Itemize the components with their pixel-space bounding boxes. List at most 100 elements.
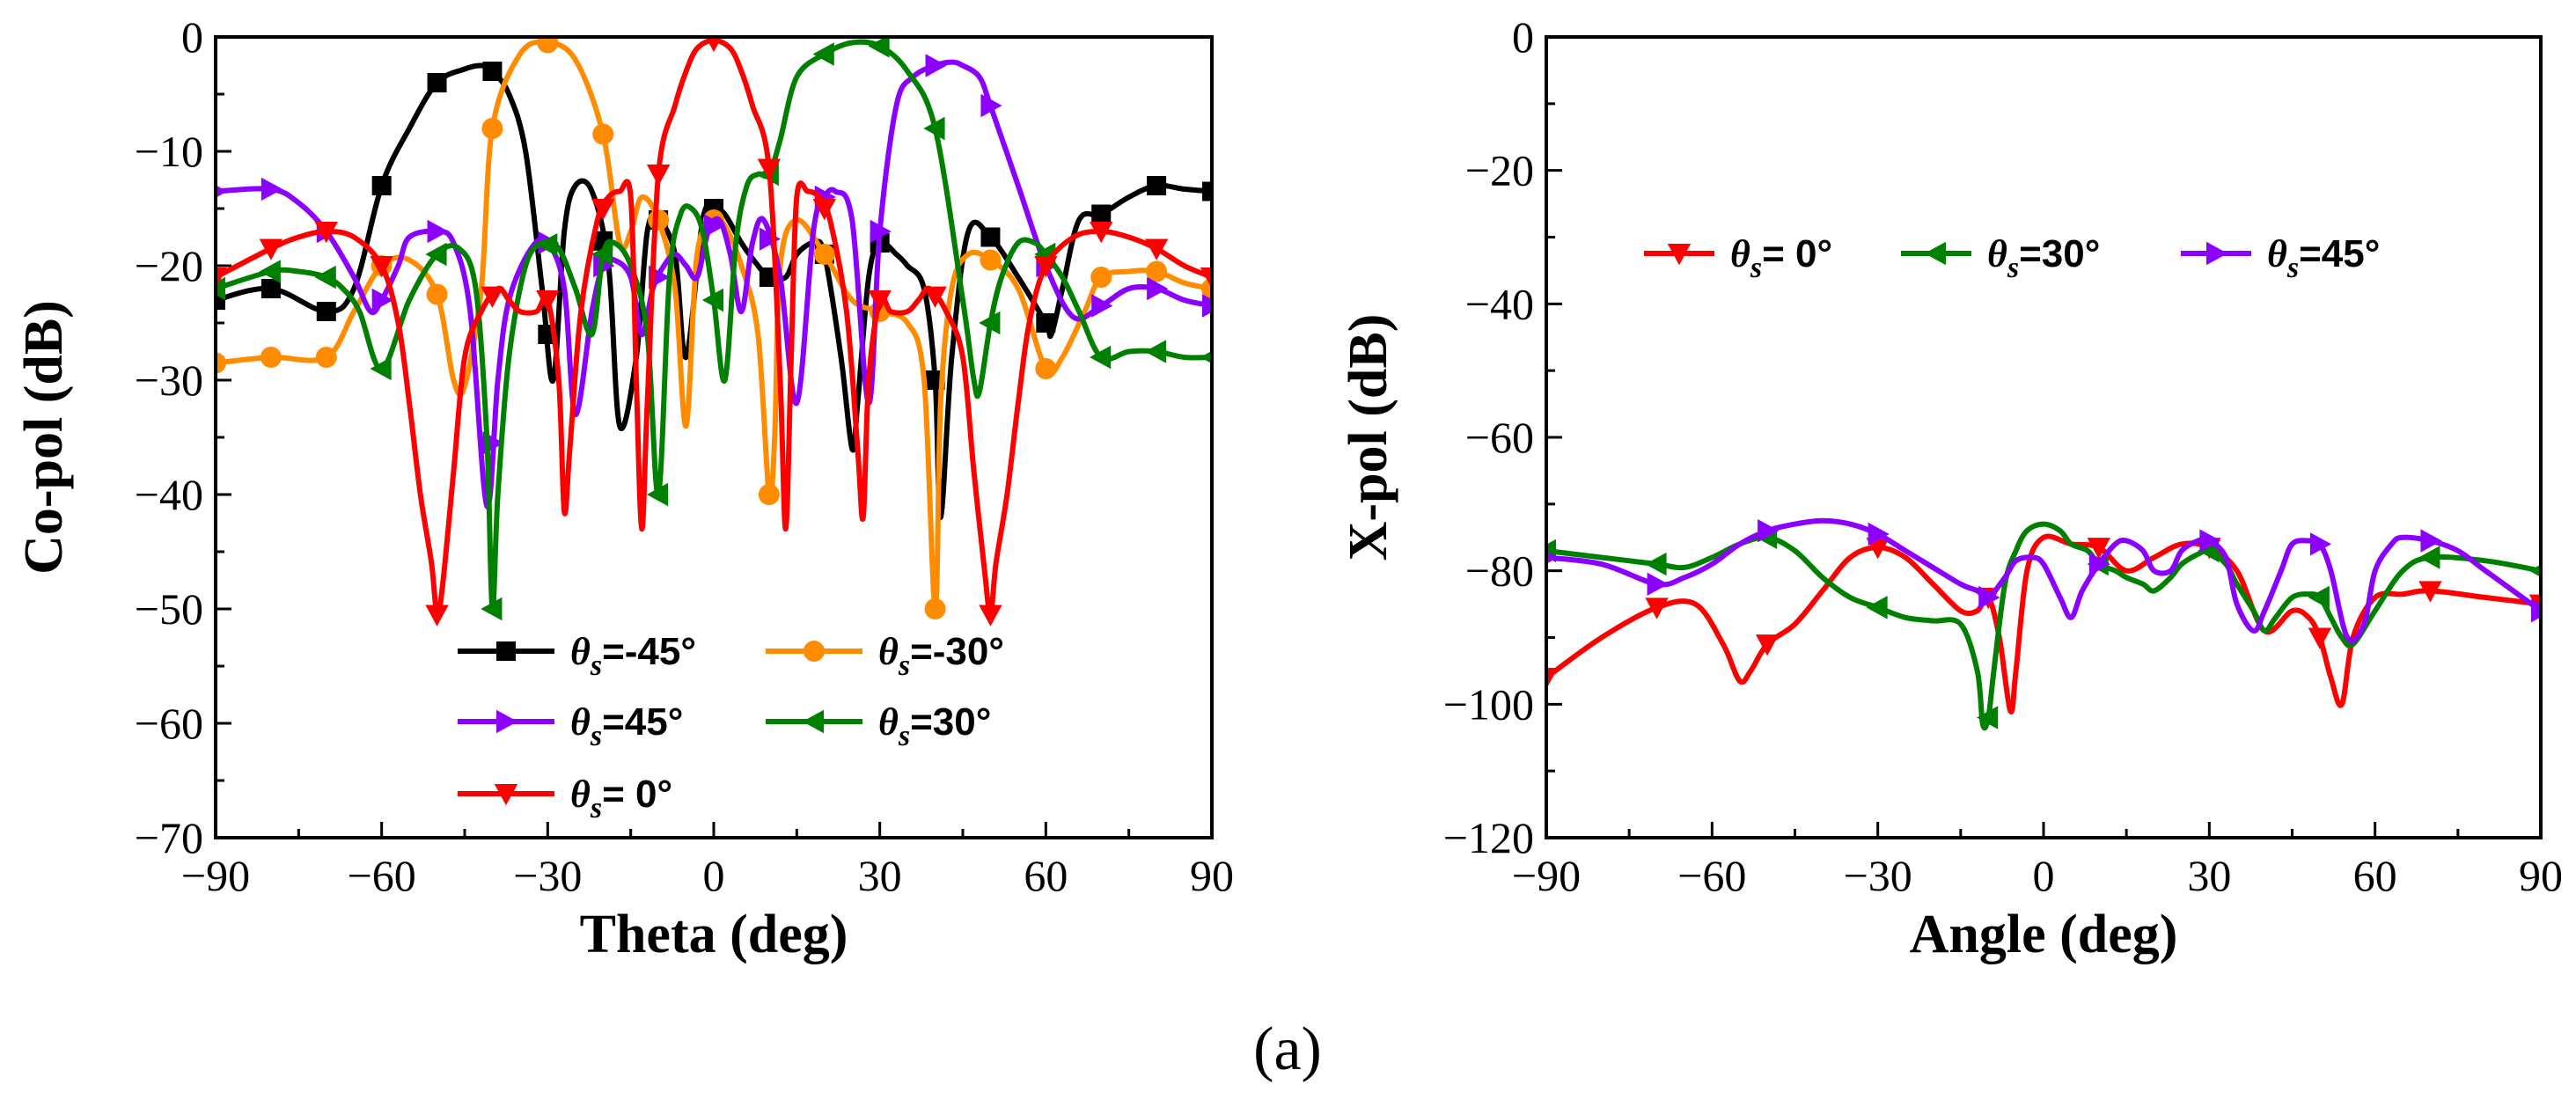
- data-point: [2088, 552, 2110, 576]
- x-tick-label: 90: [1190, 851, 1234, 900]
- data-point: [980, 93, 1002, 118]
- legend-symbol: θ: [2267, 232, 2287, 275]
- legend-entry-4: θs= 0°: [458, 773, 672, 825]
- y-axis-title: X-pol (dB): [1339, 314, 1398, 561]
- data-point: [1035, 358, 1057, 379]
- data-point: [216, 290, 225, 310]
- series-4: [216, 37, 1212, 627]
- series-line: [216, 62, 1212, 521]
- data-point: [812, 199, 836, 221]
- data-point: [260, 347, 282, 368]
- data-point: [1645, 552, 1667, 576]
- legend-subscript: s: [590, 720, 602, 752]
- data-point: [1546, 668, 1559, 690]
- data-point: [646, 482, 669, 507]
- x-axis-title: Angle (deg): [1910, 905, 2178, 964]
- data-point: [704, 214, 726, 238]
- data-point: [925, 54, 947, 77]
- data-point: [2418, 581, 2442, 603]
- data-point: [705, 37, 723, 53]
- data-point: [371, 176, 392, 195]
- legend-marker: [804, 641, 825, 662]
- data-point: [536, 232, 558, 257]
- data-point: [1200, 350, 1212, 364]
- data-point: [591, 242, 613, 267]
- data-point: [316, 302, 336, 321]
- data-point: [216, 352, 226, 374]
- x-tick-label: 60: [2353, 851, 2397, 900]
- legend-label: θs= 0°: [1730, 232, 1832, 284]
- data-point: [1202, 181, 1212, 202]
- data-point: [425, 242, 447, 267]
- data-point: [2308, 627, 2332, 649]
- legend-rest: =-45°: [602, 630, 696, 673]
- data-point: [1866, 596, 1888, 619]
- data-point: [592, 123, 614, 145]
- legend-marker: [1924, 241, 1946, 266]
- series-3: [216, 37, 1212, 621]
- data-point: [2418, 546, 2440, 569]
- y-tick-label: −60: [1465, 413, 1534, 462]
- co-pol-chart: −90 −60 −30 0 30 60 90 −70 −60 −50 −40 −30 −20 −10 0 Th…: [14, 12, 1234, 964]
- data-point: [2308, 585, 2330, 610]
- data-point: [2199, 529, 2221, 553]
- legend-marker: [496, 709, 518, 734]
- data-point: [812, 42, 834, 66]
- legend-marker: [496, 641, 516, 661]
- data-point: [1090, 345, 1112, 370]
- data-point: [1645, 597, 1669, 619]
- legend-symbol: θ: [878, 630, 899, 673]
- legend-rest: =45°: [602, 700, 683, 744]
- y-tick-label: −60: [135, 699, 203, 748]
- data-point: [537, 37, 559, 54]
- legend-entry-0: θs=-45°: [458, 630, 696, 682]
- y-tick-label: −40: [1465, 279, 1534, 328]
- series-2: [1546, 517, 2541, 644]
- data-point: [370, 356, 392, 381]
- data-point: [870, 219, 892, 244]
- data-point: [1036, 313, 1056, 333]
- legend-label: θs= 0°: [570, 773, 672, 825]
- x-tick-label: 0: [703, 851, 725, 900]
- data-point: [868, 37, 890, 58]
- legend-entry-1: θs=-30°: [766, 630, 1004, 682]
- data-point: [2420, 529, 2442, 553]
- data-point: [813, 244, 835, 265]
- y-tick-label: 0: [1512, 12, 1534, 62]
- y-tick-label: −80: [1465, 546, 1534, 596]
- series-1: [1546, 521, 2541, 731]
- data-point: [427, 219, 449, 244]
- legend-label: θs=-45°: [570, 630, 696, 682]
- data-point: [923, 286, 947, 308]
- data-point: [923, 116, 945, 141]
- x-tick-label: 0: [2033, 851, 2055, 900]
- data-point: [646, 165, 671, 187]
- legend-subscript: s: [898, 649, 910, 682]
- x-axis-title: Theta (deg): [580, 905, 848, 964]
- data-point: [979, 605, 1002, 627]
- legend-symbol: θ: [1987, 232, 2007, 275]
- data-point: [1034, 256, 1058, 278]
- x-tick-label: −60: [1677, 851, 1746, 900]
- data-point: [427, 73, 447, 92]
- legend-subscript: s: [1750, 252, 1762, 284]
- legend-rest: =45°: [2299, 232, 2380, 275]
- data-point: [482, 62, 503, 81]
- legend-rest: = 0°: [602, 773, 672, 816]
- data-point: [481, 597, 503, 621]
- data-point: [1202, 294, 1212, 318]
- plot-frame: [1545, 35, 2543, 839]
- y-tick-label: −40: [135, 470, 203, 519]
- legend-subscript: s: [590, 792, 602, 825]
- data-point: [1200, 268, 1212, 289]
- y-tick-label: −30: [135, 355, 203, 405]
- legend-rest: =-30°: [910, 630, 1004, 673]
- data-point: [536, 290, 560, 312]
- data-point: [1090, 222, 1113, 244]
- data-point: [759, 227, 782, 251]
- data-point: [315, 347, 337, 368]
- legend-entry-1: θs=30°: [1901, 232, 2100, 284]
- legend-marker: [2206, 241, 2228, 266]
- data-point: [1647, 572, 1669, 597]
